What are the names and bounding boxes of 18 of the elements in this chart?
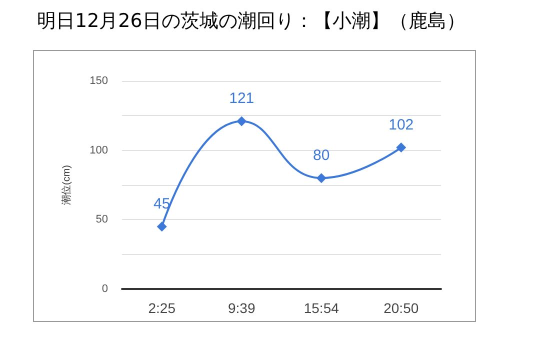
x-tick-label: 20:50 [384, 300, 419, 316]
point [156, 222, 167, 232]
y-tick-label: 0 [102, 283, 108, 295]
data-label: 102 [388, 116, 414, 134]
y-axis-title: 潮位(cm) [60, 165, 72, 205]
chart-title: 明日12月26日の茨城の潮回り：【小潮】（鹿島） [37, 9, 466, 34]
y-tick-label: 100 [90, 144, 108, 156]
point [396, 142, 406, 153]
point [316, 173, 326, 184]
data-label: 80 [313, 147, 330, 164]
point [236, 116, 247, 126]
y-tick-label: 150 [90, 75, 108, 87]
y-tick-label: 50 [96, 214, 108, 226]
x-tick-label: 2:25 [148, 300, 176, 316]
x-tick-label: 15:54 [304, 300, 340, 316]
data-label: 121 [229, 90, 254, 108]
data-label: 45 [154, 196, 170, 213]
x-tick-label: 9:39 [228, 300, 256, 316]
